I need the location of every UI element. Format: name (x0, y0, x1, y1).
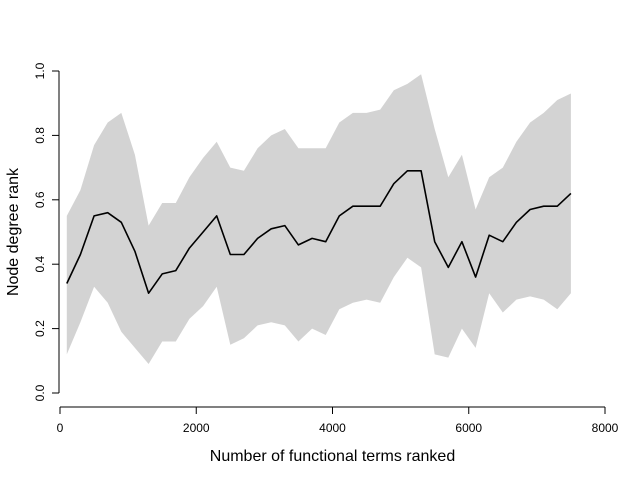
axes: 0 2000 4000 6000 8000 0.0 0.2 0.4 0.6 0.8 1.0 (33, 62, 618, 435)
plot-area (66, 74, 572, 364)
x-axis-title: Number of functional terms ranked (210, 448, 455, 465)
x-tick-label: 2000 (183, 421, 210, 435)
x-tick-label: 4000 (319, 421, 346, 435)
x-tick-label: 0 (57, 421, 64, 435)
x-tick-label: 8000 (592, 421, 619, 435)
y-tick-label: 1.0 (33, 62, 47, 79)
series-line (66, 170, 572, 295)
confidence-band (66, 74, 571, 364)
y-tick-label: 0.8 (33, 127, 47, 144)
y-tick-label: 0.6 (33, 191, 47, 208)
x-tick-label: 6000 (455, 421, 482, 435)
y-tick-label: 0.2 (33, 320, 47, 337)
y-tick-label: 0.4 (33, 256, 47, 273)
y-axis-title: Node degree rank (5, 167, 22, 296)
y-tick-label: 0.0 (33, 384, 47, 401)
